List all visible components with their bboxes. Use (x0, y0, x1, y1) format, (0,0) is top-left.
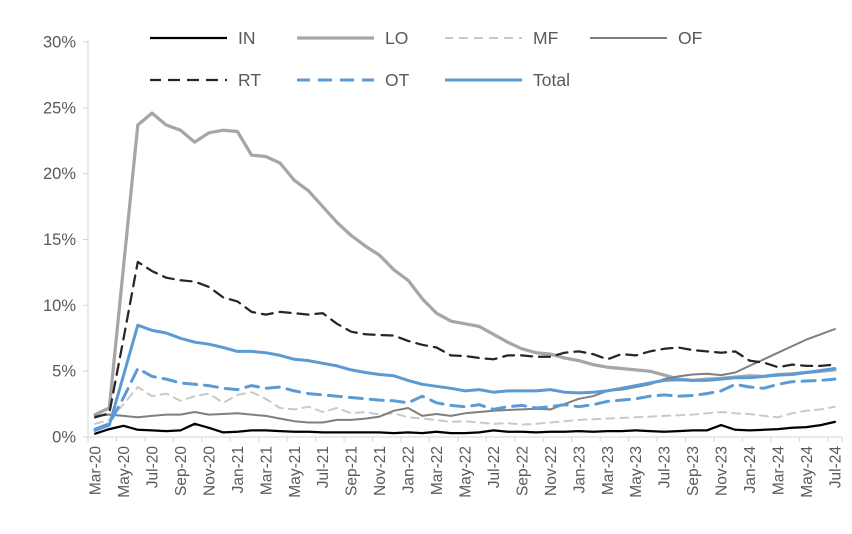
x-axis-label: Jul-21 (315, 446, 332, 488)
x-axis-label: Mar-24 (770, 446, 787, 495)
x-axis-label: Mar-23 (600, 446, 617, 495)
x-axis-label: Nov-21 (372, 446, 389, 496)
x-axis-label: Mar-20 (88, 446, 105, 495)
series-line-LO (93, 111, 837, 417)
x-axis-label: Nov-23 (714, 446, 731, 496)
x-axis-label: Sep-20 (173, 446, 190, 496)
legend-item-OT: OT (297, 70, 410, 90)
x-axis-label: May-24 (799, 446, 816, 498)
x-axis-label: May-22 (458, 446, 475, 498)
series-line-IN (93, 420, 837, 435)
y-axis-label: 25% (43, 99, 76, 117)
y-axis-label: 10% (43, 297, 76, 315)
x-axis-label: Jul-22 (486, 446, 503, 488)
x-axis-label: Sep-23 (685, 446, 702, 496)
series-line-RT (93, 260, 837, 419)
legend-item-RT: RT (150, 70, 261, 90)
series-line-OF (94, 328, 836, 424)
x-axis-label: Nov-20 (201, 446, 218, 496)
y-axis-label: 0% (52, 429, 76, 447)
legend-item-LO: LO (297, 28, 408, 48)
x-axis-label: Sep-22 (514, 446, 531, 496)
x-axis-label: May-21 (287, 446, 304, 498)
series-line-MF (94, 386, 836, 426)
y-axis-label: 5% (52, 363, 76, 381)
x-axis-label: Sep-21 (344, 446, 361, 496)
legend-label-IN: IN (238, 28, 256, 48)
x-axis-label: May-23 (628, 446, 645, 498)
legend-label-RT: RT (238, 70, 261, 90)
x-axis-label: Jul-20 (145, 446, 162, 489)
legend-item-OF: OF (590, 28, 702, 48)
x-axis-label: Jan-21 (230, 446, 247, 493)
x-axis-label: Jan-23 (571, 446, 588, 493)
legend-label-OF: OF (678, 28, 702, 48)
series-line-Total (93, 323, 837, 432)
legend-label-LO: LO (385, 28, 408, 48)
legend-label-OT: OT (385, 70, 410, 90)
x-axis-label: May-20 (116, 446, 133, 498)
legend-item-MF: MF (445, 28, 558, 48)
legend-label-MF: MF (533, 28, 558, 48)
x-axis-label: Jan-24 (742, 446, 759, 494)
x-axis-label: Mar-21 (258, 446, 275, 495)
y-axis-label: 30% (43, 34, 76, 52)
x-axis-label: Jul-23 (657, 446, 674, 488)
series-line-OT (93, 367, 837, 431)
legend-label-Total: Total (533, 70, 570, 90)
legend-item-IN: IN (150, 28, 256, 48)
x-axis-label: Jul-24 (827, 446, 844, 489)
x-axis-label: Jan-22 (401, 446, 418, 493)
x-axis-label: Nov-22 (543, 446, 560, 496)
y-axis-label: 20% (43, 165, 76, 183)
y-axis-label: 15% (43, 231, 76, 249)
x-axis-label: Mar-22 (429, 446, 446, 495)
legend-item-Total: Total (445, 70, 570, 90)
